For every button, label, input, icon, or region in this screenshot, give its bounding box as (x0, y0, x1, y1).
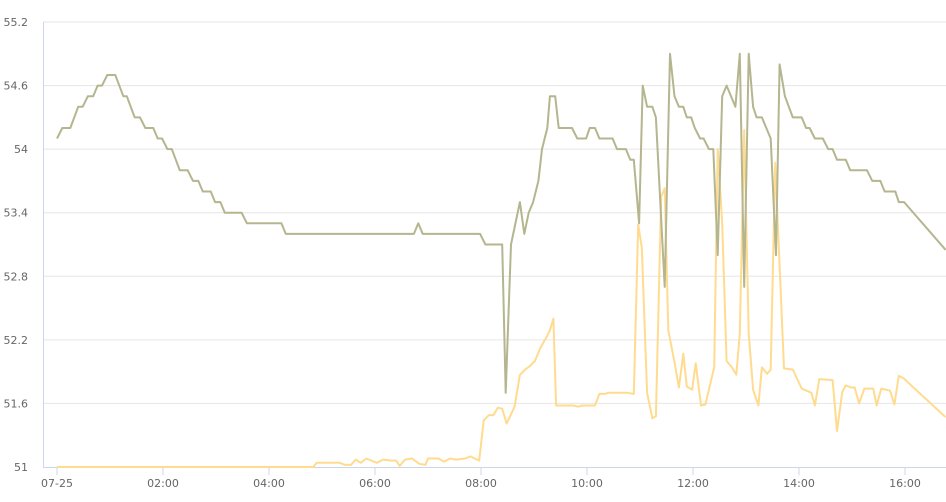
x-tick-label: 07-25 (41, 477, 73, 490)
x-tick-label: 14:00 (783, 477, 815, 490)
x-tick-label: 02:00 (147, 477, 179, 490)
y-tick-label: 52.2 (4, 334, 29, 347)
x-tick-label: 10:00 (571, 477, 603, 490)
series-group (56, 52, 946, 468)
y-tick-label: 51 (14, 461, 28, 474)
y-tick-label: 53.4 (4, 207, 29, 220)
gridlines (43, 21, 946, 404)
y-tick-label: 54.6 (4, 80, 29, 93)
y-tick-label: 55.2 (4, 16, 29, 29)
x-tick-label: 08:00 (465, 477, 497, 490)
x-tick-label: 12:00 (677, 477, 709, 490)
series-line-2 (57, 129, 946, 468)
x-axis: 07-25 02:00 04:00 06:00 08:00 10:00 12:00 14:00… (41, 22, 946, 490)
y-tick-label: 54 (14, 143, 28, 156)
x-tick-label: 06:00 (359, 477, 391, 490)
y-tick-label: 51.6 (4, 397, 29, 410)
y-axis-labels: 51 51.6 52.2 52.8 53.4 54 54.6 55.2 (4, 16, 29, 474)
x-tick-label: 16:00 (889, 477, 921, 490)
x-tick-label: 04:00 (253, 477, 285, 490)
y-tick-label: 52.8 (4, 270, 29, 283)
series-line-1 (56, 52, 946, 394)
